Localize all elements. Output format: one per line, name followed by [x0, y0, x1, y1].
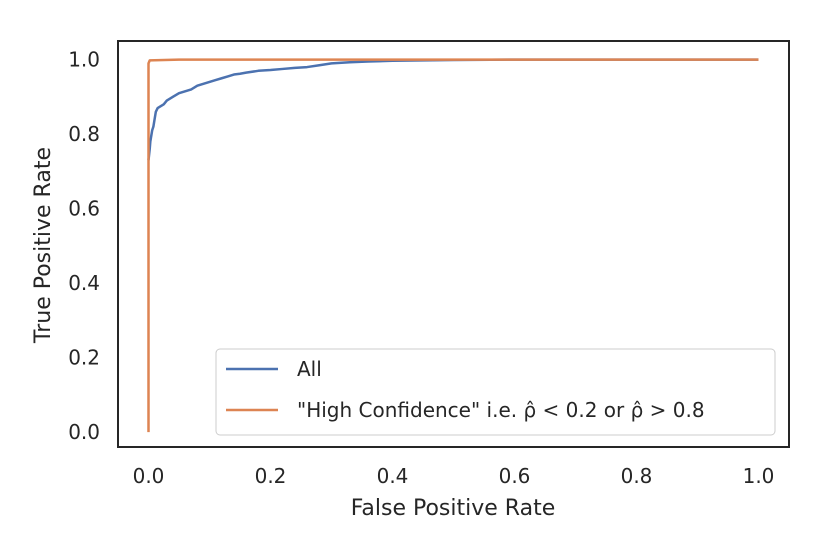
y-tick-label: 0.2	[68, 346, 100, 370]
y-tick-label: 0.8	[68, 122, 100, 146]
x-axis-ticks: 0.0 0.2 0.4 0.6 0.8 1.0	[133, 464, 775, 488]
y-tick-label: 0.0	[68, 420, 100, 444]
y-axis-ticks: 0.0 0.2 0.4 0.6 0.8 1.0	[68, 48, 100, 444]
x-tick-label: 0.6	[499, 464, 531, 488]
x-tick-label: 1.0	[743, 464, 775, 488]
x-axis-label: False Positive Rate	[351, 496, 555, 521]
x-tick-label: 0.4	[377, 464, 409, 488]
series-line-high-confidence	[147, 58, 759, 433]
y-axis-label: True Positive Rate	[31, 147, 56, 344]
x-tick-label: 0.0	[133, 464, 165, 488]
legend-box	[215, 348, 776, 436]
legend-label-all: All	[297, 357, 322, 381]
legend: All "High Confidence" i.e. ρ̂ < 0.2 or ρ…	[215, 348, 776, 436]
legend-label-high-confidence: "High Confidence" i.e. ρ̂ < 0.2 or ρ̂ > …	[297, 398, 705, 422]
y-tick-label: 0.6	[68, 197, 100, 221]
x-tick-label: 0.2	[255, 464, 287, 488]
y-tick-label: 0.4	[68, 271, 100, 295]
y-tick-label: 1.0	[68, 48, 100, 72]
x-tick-label: 0.8	[621, 464, 653, 488]
